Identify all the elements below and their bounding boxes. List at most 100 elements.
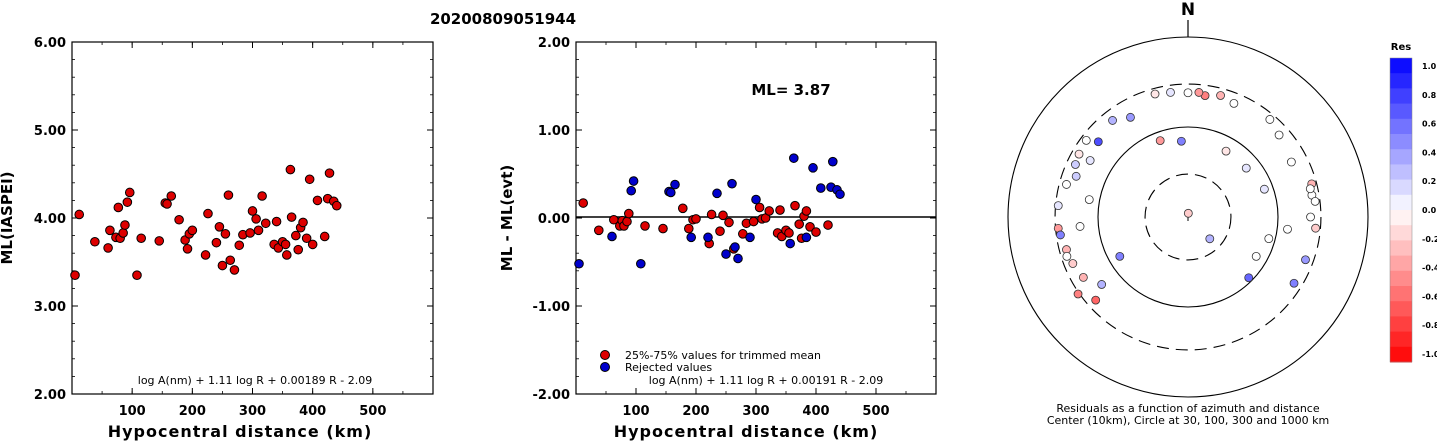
data-point: [816, 183, 826, 193]
data-point: [223, 190, 234, 200]
data-point: [794, 219, 805, 229]
station-point: [1097, 280, 1107, 289]
data-point: [105, 225, 115, 236]
data-point: [211, 237, 222, 248]
data-point: [775, 205, 785, 215]
station-point: [1265, 115, 1275, 124]
data-point: [733, 253, 743, 264]
colorbar-tick-label: -0.6: [1422, 292, 1437, 301]
data-point: [260, 218, 271, 229]
data-point: [724, 217, 734, 228]
data-point: [120, 220, 130, 230]
station-point: [1071, 171, 1081, 181]
colorbar-blocks: [1390, 58, 1412, 363]
data-point: [74, 209, 85, 220]
data-point: [304, 174, 315, 185]
legend-marker-rejected: [600, 362, 610, 372]
data-point: [684, 223, 694, 234]
data-point: [828, 156, 838, 167]
data-point: [298, 217, 308, 228]
station-point: [1166, 88, 1175, 97]
data-point: [594, 225, 604, 236]
colorbar: Res 1.0 0.8 0.6 0.4 0.2 0.0 -0.2 -0.4 -0.6 -0.8 -1…: [1389, 42, 1437, 363]
colorbar-block: [1390, 73, 1412, 89]
data-point: [285, 164, 296, 175]
data-point: [113, 202, 124, 213]
station-point: [1062, 251, 1072, 261]
x-tick-label: 200: [682, 404, 709, 419]
y-tick-label: 0.00: [538, 212, 570, 227]
data-point: [789, 153, 799, 163]
colorbar-block: [1390, 225, 1412, 241]
colorbar-block: [1390, 286, 1412, 302]
data-point: [203, 208, 213, 219]
data-point: [220, 229, 231, 239]
y-tick-label: 3.00: [34, 300, 66, 315]
station-point: [1310, 196, 1320, 206]
panel-residuals: -2.00 -1.00 0.00 1.00 2.00 100 200 300 400 500 ML…: [498, 36, 937, 441]
data-point: [154, 236, 165, 246]
data-point: [162, 199, 172, 209]
data-point: [307, 239, 318, 250]
x-tick-label: 500: [862, 404, 889, 419]
data-point: [678, 203, 688, 214]
colorbar-block: [1390, 331, 1412, 348]
data-point: [626, 185, 637, 196]
data-point: [764, 206, 775, 216]
data-point: [808, 163, 818, 173]
y-axis-label-2: ML - ML(evt): [498, 165, 516, 271]
data-point: [324, 168, 335, 178]
colorbar-tick-label: -1.0: [1422, 350, 1437, 359]
data-point: [718, 210, 728, 221]
data-point: [790, 200, 800, 211]
colorbar-block: [1390, 270, 1412, 287]
station-point: [1244, 273, 1254, 283]
data-point: [257, 191, 267, 201]
colorbar-block: [1390, 118, 1412, 135]
data-point: [727, 178, 737, 189]
data-point: [286, 212, 297, 222]
x-tick-label: 100: [622, 404, 649, 419]
data-point: [214, 222, 225, 232]
data-point: [253, 225, 264, 236]
data-point: [628, 176, 639, 186]
ml-annotation: ML= 3.87: [751, 81, 830, 99]
colorbar-block: [1390, 149, 1412, 165]
data-point: [574, 258, 584, 269]
x-tick-label: 100: [119, 404, 146, 419]
station-point: [1062, 180, 1071, 189]
y-tick-label: 2.00: [538, 36, 570, 51]
data-point: [174, 214, 184, 225]
station-point: [1075, 222, 1085, 231]
y-tick-label: 2.00: [34, 388, 66, 403]
x-axis-label-2: Hypocentral distance (km): [614, 422, 879, 441]
station-point: [1229, 98, 1239, 108]
colorbar-frame: [1389, 57, 1413, 363]
data-point: [225, 255, 236, 266]
station-point: [1221, 146, 1231, 156]
station-point: [1091, 295, 1101, 305]
y-tick-label: 5.00: [34, 124, 66, 139]
colorbar-block: [1390, 210, 1412, 226]
x-tick-label: 300: [239, 404, 266, 419]
y-tick-label: 4.00: [34, 212, 66, 227]
station-point: [1150, 89, 1160, 99]
data-point: [312, 195, 323, 206]
data-point: [666, 187, 676, 198]
station-point: [1183, 208, 1193, 218]
data-point: [281, 250, 292, 260]
colorbar-block: [1390, 194, 1412, 211]
station-point: [1126, 112, 1135, 122]
data-point: [182, 244, 193, 254]
distance-rings: [1007, 36, 1369, 398]
panel-ml-iaspei: 2.00 3.00 4.00 5.00 6.00 100 200 300 400 500 Hypo…: [0, 36, 434, 441]
data-point: [730, 242, 740, 252]
data-point: [607, 231, 617, 242]
station-point: [1274, 130, 1284, 140]
station-point: [1251, 251, 1261, 261]
data-point: [691, 214, 701, 224]
event-title: 20200809051944: [430, 10, 576, 28]
y-tick-label: -1.00: [533, 300, 570, 315]
colorbar-block: [1390, 164, 1412, 181]
station-point: [1176, 136, 1186, 146]
